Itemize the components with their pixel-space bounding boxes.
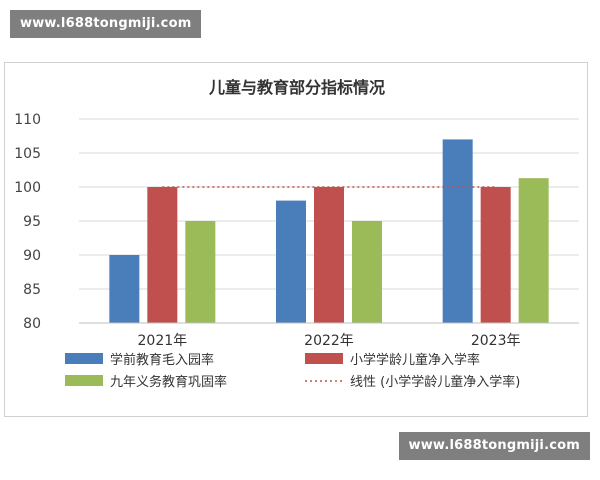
- y-tick-label: 80: [23, 316, 41, 332]
- y-tick-label: 85: [23, 282, 41, 298]
- y-tick-label: 105: [14, 146, 41, 162]
- x-tick-label: 2022年: [304, 333, 354, 349]
- watermark-top: www.l688tongmiji.com: [10, 10, 202, 38]
- legend-swatch: [65, 375, 103, 386]
- bar-1: [109, 255, 140, 323]
- x-tick-label: 2023年: [471, 333, 521, 349]
- legend-swatch: [65, 353, 103, 364]
- legend-label: 小学学龄儿童净入学率: [350, 352, 480, 368]
- bar-2: [314, 187, 344, 323]
- bar-3: [352, 221, 382, 323]
- chart: 儿童与教育部分指标情况 80 85 90 95 100 105 110 2021年 2022年 2…: [14, 78, 579, 390]
- legend-label: 线性 (小学学龄儿童净入学率): [350, 374, 520, 390]
- legend-swatch: [305, 353, 343, 364]
- y-tick-label: 90: [23, 248, 41, 264]
- bars: [109, 139, 549, 323]
- bar-1: [442, 139, 473, 323]
- y-tick-label: 95: [23, 214, 41, 230]
- chart-panel: 儿童与教育部分指标情况 80 85 90 95 100 105 110 2021年 2022年 2…: [4, 62, 588, 417]
- bar-3: [185, 221, 216, 323]
- bar-3: [518, 178, 549, 323]
- bar-2: [147, 187, 178, 323]
- watermark-bottom: www.l688tongmiji.com: [398, 432, 590, 460]
- chart-title: 儿童与教育部分指标情况: [208, 78, 385, 97]
- x-tick-label: 2021年: [138, 333, 188, 349]
- bar-2: [480, 187, 511, 323]
- legend-label: 九年义务教育巩固率: [110, 374, 227, 390]
- y-tick-label: 100: [14, 180, 41, 196]
- axes: 80 85 90 95 100 105 110 2021年 2022年 2023年: [14, 112, 579, 349]
- legend-label: 学前教育毛入园率: [110, 352, 214, 368]
- bar-1: [276, 200, 306, 323]
- y-tick-label: 110: [14, 112, 41, 128]
